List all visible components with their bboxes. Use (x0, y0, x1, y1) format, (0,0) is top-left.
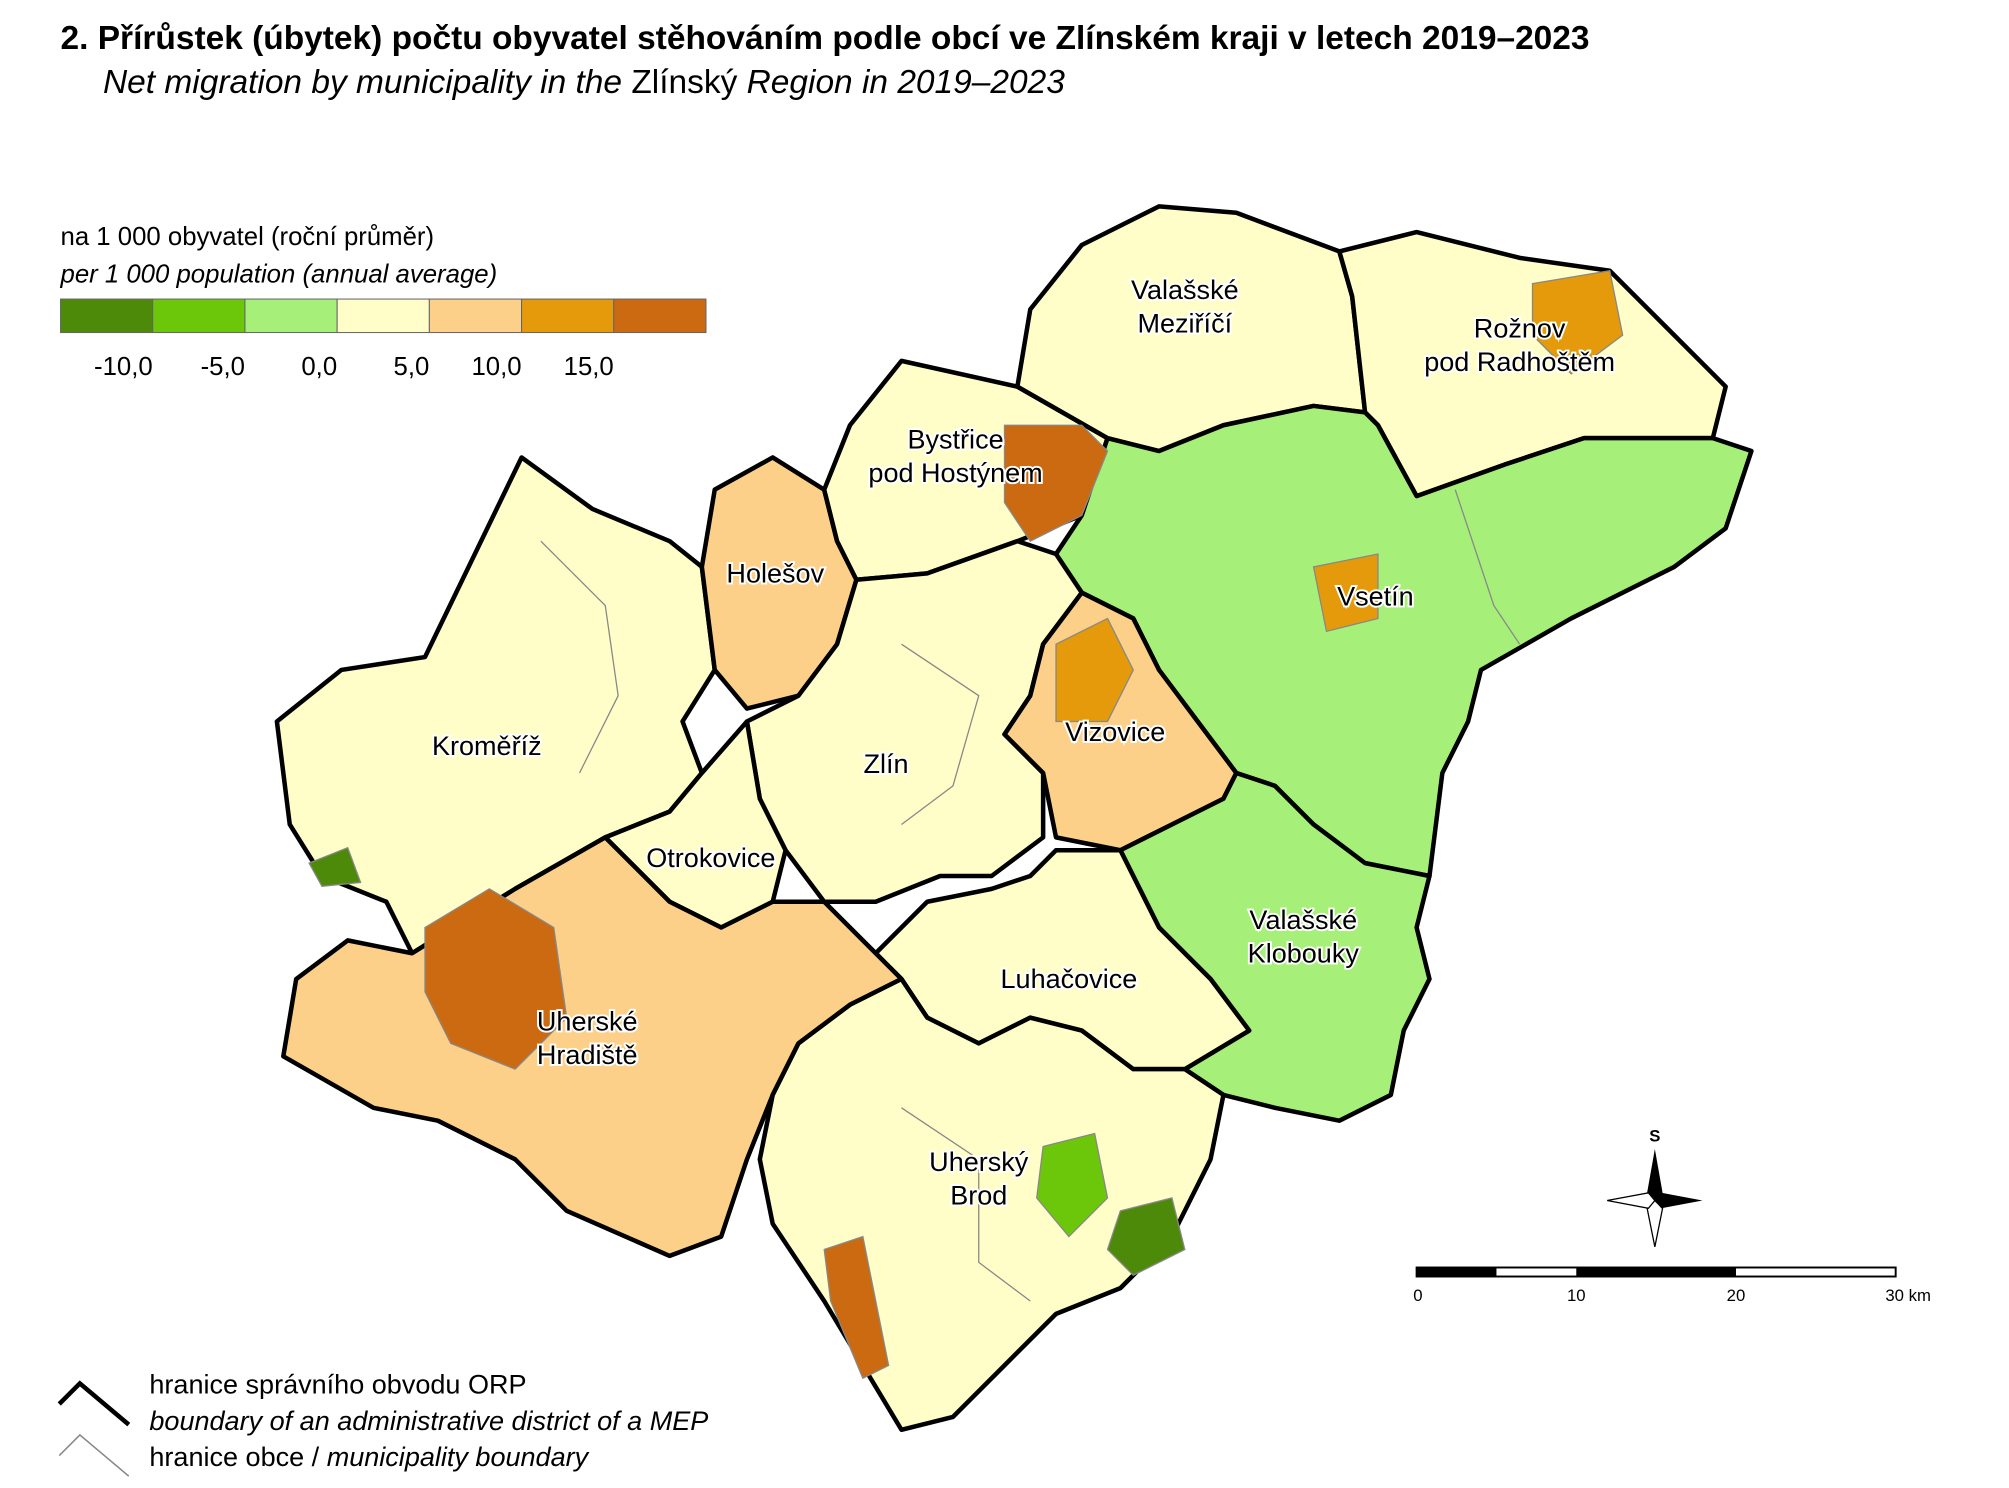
district-label: Klobouky (1248, 938, 1360, 968)
scale-label: 0 (1413, 1286, 1422, 1305)
district-label: Rožnov (1474, 314, 1566, 344)
district-label: Vsetín (1337, 582, 1414, 612)
district-label: Valašské (1249, 905, 1357, 935)
municipality-boundary (540, 540, 619, 774)
district-label: Bystřice (907, 424, 1003, 454)
legend-tick-label: 0,0 (301, 353, 337, 381)
district-label: Otrokovice (646, 843, 775, 873)
subtitle-part: Net migration by municipality in the (103, 64, 631, 101)
scale-label: 30 km (1885, 1286, 1931, 1305)
municipality-patch (1531, 269, 1624, 375)
municipality-patch (424, 888, 568, 1070)
municipality-patch (1003, 424, 1109, 542)
legend-tick-label: 15,0 (564, 353, 614, 381)
legend-title: na 1 000 obyvatel (roční průměr) (61, 223, 435, 251)
district-label: Kroměříž (432, 731, 542, 761)
legend-swatch (152, 298, 246, 334)
scale-label: 20 (1727, 1286, 1746, 1305)
district-label: Zlín (863, 749, 908, 779)
district-label: Luhačovice (1001, 964, 1138, 994)
district-label: Uherské (537, 1007, 638, 1037)
district (274, 455, 717, 956)
scale-bar: 0 10 20 30 km (1413, 1266, 1931, 1305)
municipality-boundary (901, 643, 980, 826)
legend-tick-label: 5,0 (394, 353, 430, 381)
north-arrow: S (1607, 1126, 1703, 1248)
legend-text: boundary of an administrative district o… (149, 1406, 708, 1436)
legend-tick-label: -10,0 (94, 353, 153, 381)
municipality-patch (308, 846, 362, 887)
district-label: Valašské (1131, 275, 1239, 305)
legend-swatch (613, 298, 707, 334)
map (274, 204, 1754, 1433)
subtitle-part: Zlínský (631, 64, 737, 101)
municipality-patch (1036, 1132, 1109, 1238)
legend-swatch (521, 298, 615, 334)
legend-swatch (60, 298, 154, 334)
subtitle-part: Region in 2019–2023 (737, 64, 1065, 101)
municipality-patch (1312, 553, 1379, 633)
legend-tick-label: 10,0 (471, 353, 521, 381)
municipality-patch (1106, 1197, 1186, 1277)
district-label: pod Radhoštěm (1424, 347, 1615, 377)
legend-swatch (244, 298, 338, 334)
legend-tick-label: -5,0 (201, 353, 245, 381)
district-label: Uherský (929, 1147, 1029, 1177)
district-label: Brod (950, 1180, 1007, 1210)
legend-text: hranice správního obvodu ORP (149, 1370, 526, 1400)
scale-label: 10 (1567, 1286, 1586, 1305)
legend-text-part: municipality boundary (327, 1442, 590, 1472)
municipality-patch (1055, 617, 1135, 723)
boundary-legend: hranice správního obvodu ORP boundary of… (57, 1370, 708, 1477)
north-label: S (1649, 1126, 1660, 1145)
municipality-boundary (901, 1107, 1031, 1302)
municipality-patch (823, 1235, 890, 1380)
legend-swatch (428, 298, 523, 334)
legend-text-part: hranice obce / (149, 1442, 326, 1472)
municipality-boundary (1454, 489, 1521, 645)
legend-subtitle: per 1 000 population (annual average) (60, 260, 498, 288)
district-label: Meziříčí (1137, 309, 1232, 339)
district-label: Vizovice (1065, 717, 1165, 747)
district-label: Holešov (726, 558, 824, 588)
district-label: Hradiště (537, 1040, 638, 1070)
title: 2. Přírůstek (úbytek) počtu obyvatel stě… (61, 20, 1590, 57)
legend-text: hranice obce / municipality boundary (149, 1442, 589, 1472)
legend-swatch (336, 298, 430, 334)
subtitle: Net migration by municipality in the Zlí… (103, 64, 1065, 101)
legend: -10,0 -5,0 0,0 5,0 10,0 15,0 (60, 298, 707, 381)
district-label: pod Hostýnem (868, 458, 1042, 488)
